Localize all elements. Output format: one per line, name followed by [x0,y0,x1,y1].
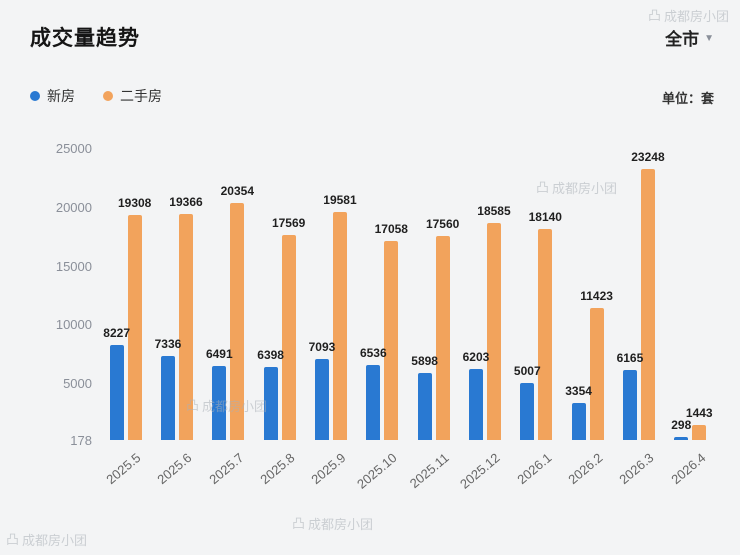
x-axis-label: 2025.9 [308,450,349,488]
resale-value-label: 19308 [117,196,152,210]
x-axis-label: 2025.6 [154,450,195,488]
brand-logo-icon: 凸 [6,532,20,547]
resale-value-label: 20354 [220,184,254,198]
resale-bar[interactable] [127,215,142,440]
new-home-bar[interactable] [212,366,227,440]
brand-logo-icon: 凸 [648,8,662,23]
x-axis-label: 2025.11 [406,450,452,492]
new-home-value-label: 5898 [411,354,438,368]
bar-group: 8227 19308 2025.5 [100,148,152,487]
resale-value-label: 18585 [477,204,511,218]
resale-bar[interactable] [332,212,347,440]
x-axis-label: 2025.5 [103,450,144,488]
x-axis-label: 2025.12 [456,450,503,492]
bar-chart: 25000 20000 15000 10000 5000 178 8227 19308 202… [30,128,720,538]
x-axis-label: 2025.8 [257,450,298,488]
y-axis-tick: 15000 [55,258,92,274]
legend: 新房 二手房 [30,86,162,106]
page-title: 成交量趋势 [30,27,140,50]
new-home-bar[interactable] [109,345,124,440]
new-home-value-label: 6203 [462,350,490,364]
resale-bar[interactable] [589,308,604,440]
resale-value-label: 19581 [323,193,357,207]
new-home-bar[interactable] [417,373,432,440]
new-home-bar[interactable] [571,403,586,440]
resale-value-label: 18140 [528,210,562,224]
legend-dot [103,91,113,101]
city-scope-selector[interactable]: 全市 ▼ [665,25,714,50]
bar-group: 6203 18585 2025.12 [457,148,511,492]
x-axis-label: 2025.7 [205,450,246,488]
y-axis-tick: 10000 [55,317,92,333]
new-home-value-label: 6398 [257,348,284,362]
bar-group: 298 1443 2026.4 [665,148,716,487]
legend-dot [30,91,40,101]
resale-value-label: 11423 [580,289,613,303]
bar-group: 6491 20354 2025.7 [203,148,254,487]
chevron-down-icon: ▼ [704,33,714,44]
bar-group: 3354 11423 2026.2 [562,148,613,487]
bar-group: 5007 18140 2026.1 [511,148,562,487]
legend-item-resale[interactable]: 二手房 [103,86,162,106]
bar-group: 5898 17560 2025.11 [406,148,460,491]
new-home-bar[interactable] [520,383,535,440]
unit-label: 单位：套 [661,91,714,106]
new-home-value-label: 6536 [359,346,387,360]
new-home-bar[interactable] [314,359,329,440]
y-axis-tick: 25000 [55,141,92,156]
city-scope-label: 全市 [665,30,700,49]
y-axis-tick: 5000 [63,376,92,392]
resale-bar[interactable] [384,241,399,440]
resale-value-label: 19366 [169,195,203,209]
resale-bar[interactable] [281,235,296,440]
bar-group: 6398 17569 2025.8 [254,148,306,487]
x-axis-label: 2025.10 [354,450,400,492]
resale-bar[interactable] [640,169,655,440]
y-axis: 25000 20000 15000 10000 5000 178 [30,141,92,448]
new-home-value-label: 3354 [565,384,592,398]
new-home-bar[interactable] [622,370,637,440]
bar-group: 7336 19366 2025.6 [151,148,203,487]
new-home-bar[interactable] [468,369,483,440]
resale-value-label: 17560 [425,217,460,231]
legend-label: 二手房 [120,88,162,104]
new-home-value-label: 8227 [103,326,131,340]
new-home-value-label: 7336 [154,337,182,351]
resale-value-label: 1443 [685,406,713,420]
y-axis-tick: 178 [70,433,92,448]
new-home-value-label: 7093 [308,340,336,354]
resale-bar[interactable] [486,223,501,440]
resale-value-label: 17569 [271,216,306,230]
new-home-value-label: 6491 [205,347,233,361]
watermark-text: 成都房小团 [664,9,730,24]
plot-area: 8227 19308 2025.5 7336 19366 2025.6 6491 20354 2… [100,148,716,492]
new-home-bar[interactable] [366,365,381,440]
resale-value-label: 17058 [374,222,408,236]
watermark: 凸成都房小团 [648,6,729,25]
legend-label: 新房 [47,88,75,104]
resale-bar[interactable] [230,203,245,440]
resale-bar[interactable] [538,229,553,440]
resale-bar[interactable] [692,425,707,440]
bar-group: 6536 17058 2025.10 [354,148,408,492]
new-home-value-label: 6165 [616,351,644,365]
new-home-bar[interactable] [674,437,689,440]
bar-group: 7093 19581 2025.9 [305,148,357,487]
new-home-bar[interactable] [160,356,175,440]
x-axis-label: 2026.1 [513,450,554,488]
new-home-value-label: 5007 [513,364,541,378]
new-home-bar[interactable] [263,367,278,440]
x-axis-label: 2026.2 [565,450,606,488]
resale-value-label: 23248 [631,150,665,164]
y-axis-tick: 20000 [55,199,92,215]
bar-group: 6165 23248 2026.3 [613,148,665,487]
x-axis-label: 2026.3 [616,450,657,488]
resale-bar[interactable] [178,214,193,440]
legend-item-new-home[interactable]: 新房 [30,86,75,106]
x-axis-label: 2026.4 [667,450,708,488]
new-home-value-label: 298 [671,418,692,432]
resale-bar[interactable] [435,236,450,440]
